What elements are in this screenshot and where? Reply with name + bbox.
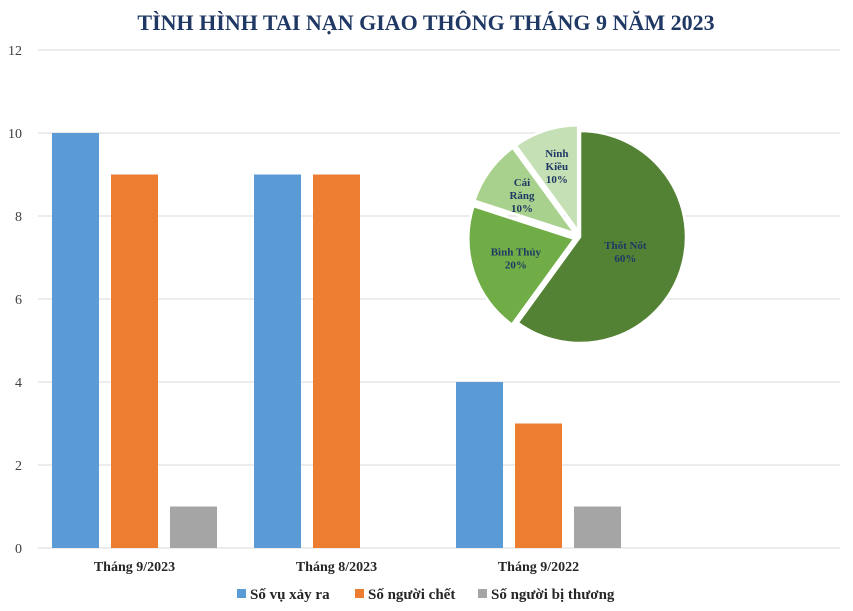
legend-label: Số người chết — [368, 587, 455, 603]
pie-percent-label: 60% — [614, 253, 636, 265]
y-tick-label: 6 — [15, 293, 22, 308]
legend-swatch — [237, 589, 246, 598]
bar — [574, 506, 621, 548]
legend-label: Số vụ xảy ra — [250, 587, 330, 603]
bar — [52, 133, 99, 548]
y-tick-label: 8 — [15, 210, 22, 225]
pie-slice — [472, 145, 579, 236]
y-tick-label: 0 — [15, 542, 22, 557]
pie-slice-label: Kiều — [546, 161, 569, 173]
x-tick-label: Tháng 8/2023 — [296, 560, 377, 575]
pie-slice — [467, 204, 577, 327]
bar — [254, 174, 301, 548]
bar — [456, 382, 503, 548]
bar — [111, 174, 158, 548]
pie-slice-label: Cái — [514, 177, 531, 189]
legend: Số vụ xảy ra Số người chết Số người bị thư… — [237, 587, 615, 603]
y-tick-label: 10 — [8, 127, 22, 142]
y-axis-ticks: 0 2 4 6 8 10 12 — [8, 44, 22, 557]
x-tick-label: Tháng 9/2023 — [94, 560, 175, 575]
pie-slice-label: Răng — [509, 190, 535, 202]
pie-percent-label: 10% — [511, 203, 533, 215]
pie-percent-label: 20% — [505, 259, 527, 271]
legend-swatch — [478, 589, 487, 598]
legend-swatch — [355, 589, 364, 598]
y-tick-label: 2 — [15, 459, 22, 474]
gridlines — [38, 49, 840, 549]
x-axis-ticks: Tháng 9/2023 Tháng 8/2023 Tháng 9/2022 — [94, 560, 579, 575]
chart-title: TÌNH HÌNH TAI NẠN GIAO THÔNG THÁNG 9 NĂM… — [137, 10, 714, 35]
pie-slice-label: Thốt Nốt — [604, 240, 647, 252]
bar — [313, 174, 360, 548]
bars — [52, 133, 621, 548]
bar — [515, 423, 562, 548]
pie-slice — [515, 129, 688, 345]
pie-slice-label: Ninh — [545, 148, 568, 160]
bar — [170, 506, 217, 548]
y-tick-label: 4 — [15, 376, 22, 391]
pie-percent-label: 10% — [546, 174, 568, 186]
pie-slice — [514, 124, 580, 236]
x-tick-label: Tháng 9/2022 — [498, 560, 579, 575]
legend-label: Số người bị thương — [491, 587, 615, 603]
pie-slice-label: Bình Thủy — [491, 246, 542, 258]
y-tick-label: 12 — [8, 44, 22, 59]
